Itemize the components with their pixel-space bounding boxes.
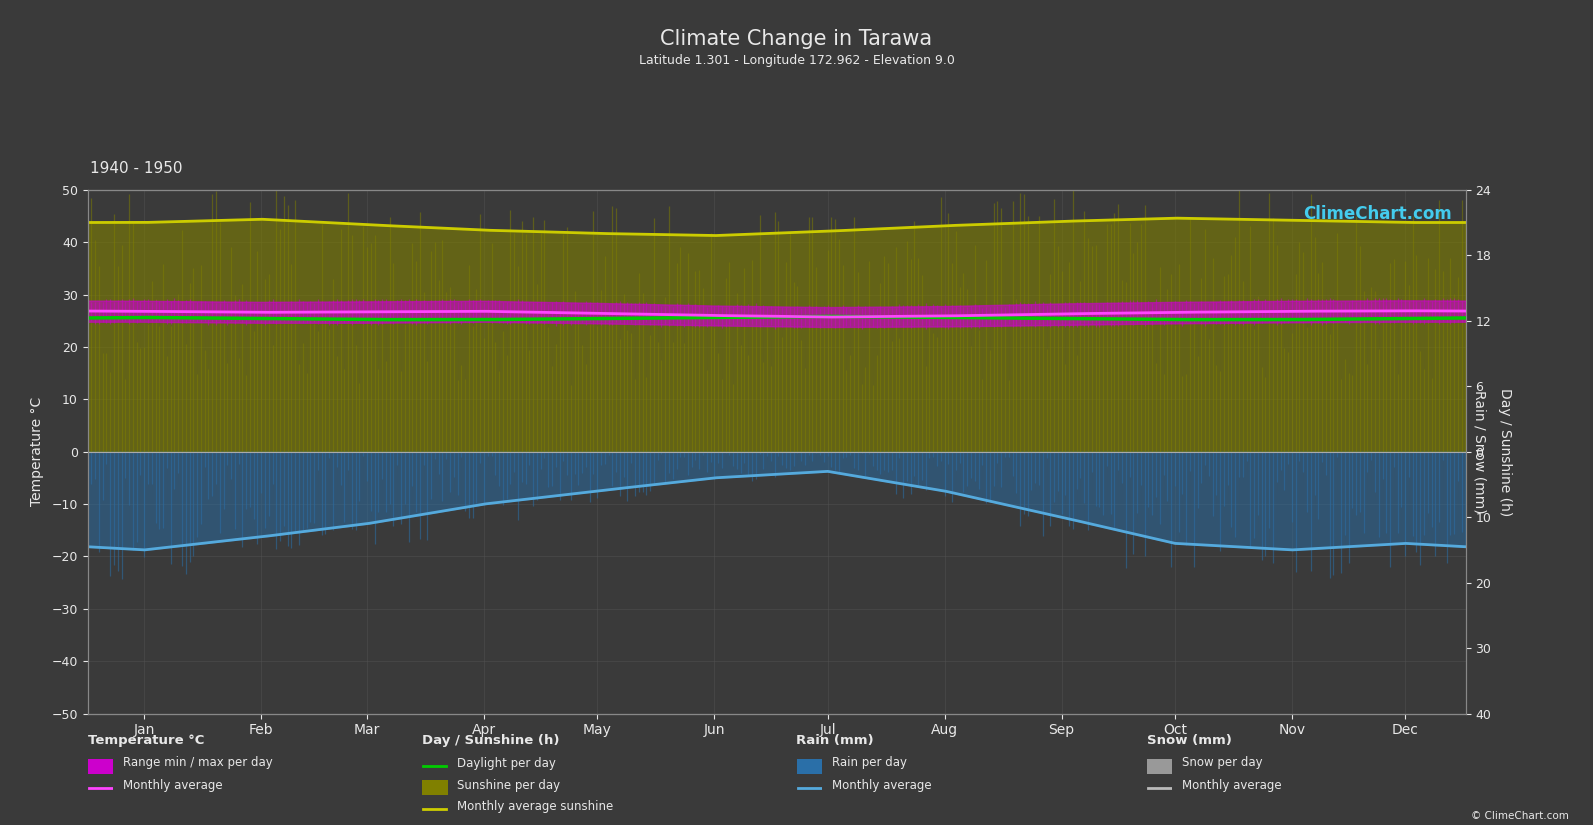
Text: Temperature °C: Temperature °C [88,734,204,747]
Text: Climate Change in Tarawa: Climate Change in Tarawa [661,29,932,49]
Y-axis label: Rain / Snow (mm): Rain / Snow (mm) [1472,390,1486,513]
Text: Snow (mm): Snow (mm) [1147,734,1231,747]
Text: Monthly average: Monthly average [123,779,223,792]
Y-axis label: Day / Sunshine (h): Day / Sunshine (h) [1497,388,1512,516]
Text: ClimeChart.com: ClimeChart.com [1303,205,1451,224]
Text: Day / Sunshine (h): Day / Sunshine (h) [422,734,559,747]
Text: Monthly average sunshine: Monthly average sunshine [457,800,613,813]
Text: Rain (mm): Rain (mm) [796,734,875,747]
Text: Monthly average: Monthly average [1182,779,1282,792]
Text: Sunshine per day: Sunshine per day [457,779,561,792]
Text: Monthly average: Monthly average [832,779,932,792]
Text: Daylight per day: Daylight per day [457,757,556,771]
Text: Range min / max per day: Range min / max per day [123,757,272,770]
Text: © ClimeChart.com: © ClimeChart.com [1472,811,1569,821]
Text: Rain per day: Rain per day [832,757,906,770]
Text: Snow per day: Snow per day [1182,757,1263,770]
Text: 1940 - 1950: 1940 - 1950 [91,161,183,176]
Text: Latitude 1.301 - Longitude 172.962 - Elevation 9.0: Latitude 1.301 - Longitude 172.962 - Ele… [639,54,954,67]
Y-axis label: Temperature °C: Temperature °C [30,397,45,507]
